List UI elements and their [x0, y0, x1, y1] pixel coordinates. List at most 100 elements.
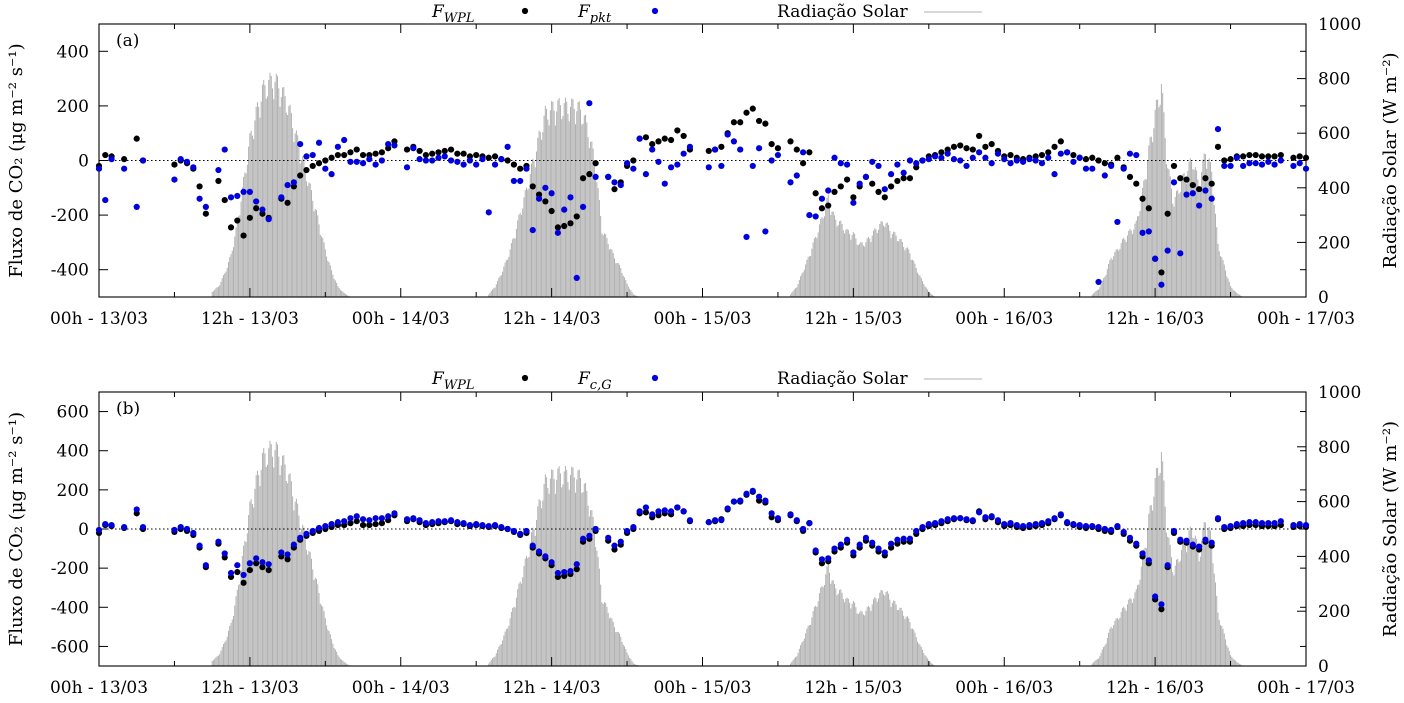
data-point [542, 553, 549, 560]
data-point [749, 162, 756, 170]
data-point [542, 184, 549, 191]
data-point [1089, 154, 1096, 161]
data-point [674, 127, 681, 134]
data-point [196, 195, 203, 202]
data-point [1126, 534, 1134, 541]
data-point [422, 520, 429, 527]
data-point [850, 194, 857, 201]
data-point [102, 151, 109, 159]
data-point [837, 541, 844, 548]
data-point [504, 157, 511, 164]
data-point [1145, 557, 1152, 564]
xtick-label: 00h - 13/03 [50, 309, 148, 329]
data-point [510, 177, 518, 185]
data-point [227, 194, 235, 201]
data-point [711, 517, 719, 524]
data-point [1208, 180, 1215, 187]
data-point [862, 534, 870, 541]
data-point [246, 560, 253, 567]
data-point [900, 169, 907, 176]
data-point [686, 143, 694, 150]
data-point [548, 559, 555, 566]
data-point [875, 545, 882, 552]
data-point [473, 521, 480, 528]
data-point [234, 562, 241, 569]
xtick-label: 12h - 15/03 [804, 309, 902, 329]
data-point [1095, 523, 1102, 531]
data-point [718, 162, 725, 170]
data-point [171, 526, 178, 534]
data-point [422, 151, 429, 159]
data-point [705, 164, 712, 171]
data-point [1296, 153, 1303, 160]
data-point [1221, 162, 1228, 170]
data-point [1026, 521, 1033, 529]
data-point [309, 527, 316, 535]
data-point [762, 497, 769, 504]
data-point [1001, 521, 1008, 528]
data-point [548, 207, 555, 215]
data-point [586, 171, 593, 178]
data-point [1296, 160, 1303, 167]
data-point [1095, 278, 1102, 286]
data-point [429, 150, 436, 157]
series-f-secondary [95, 100, 1310, 288]
data-point [1277, 518, 1284, 525]
data-point [661, 180, 668, 187]
data-point [862, 173, 870, 180]
data-point [982, 514, 989, 521]
data-point [372, 515, 379, 522]
data-point [435, 154, 442, 161]
data-point [139, 523, 147, 531]
data-point [1108, 162, 1115, 170]
data-point [636, 508, 643, 515]
data-point [938, 154, 945, 161]
data-point [567, 194, 574, 201]
data-point [1070, 158, 1077, 165]
data-point [1208, 195, 1215, 202]
data-point [334, 151, 341, 159]
data-point [787, 138, 794, 145]
data-point [1082, 522, 1090, 530]
data-point [510, 161, 518, 168]
xtick-label: 00h - 13/03 [50, 678, 148, 698]
data-point [491, 521, 499, 529]
data-point [240, 232, 247, 239]
data-point [837, 160, 844, 167]
data-point [215, 166, 222, 174]
data-point [479, 156, 486, 163]
data-point [567, 220, 574, 227]
y2-axis-label: Radiação Solar (W m⁻²) [1380, 421, 1401, 637]
data-point [121, 523, 128, 531]
data-point [202, 203, 209, 211]
data-point [435, 518, 442, 525]
data-point [1045, 149, 1052, 156]
data-point [605, 173, 612, 180]
data-point [133, 506, 140, 513]
data-point [460, 520, 467, 527]
data-point [1064, 519, 1071, 526]
data-point [762, 120, 769, 127]
data-point [485, 522, 492, 530]
data-point [661, 135, 668, 142]
y2tick-label: 600 [1318, 493, 1350, 513]
data-point [1126, 150, 1134, 157]
data-point [1139, 550, 1146, 557]
data-point [586, 100, 593, 107]
data-point [1152, 255, 1159, 262]
data-point [1189, 181, 1196, 189]
data-point [869, 539, 876, 546]
data-point [737, 497, 744, 504]
legend-marker [521, 374, 529, 382]
data-point [1202, 536, 1209, 543]
data-point [1013, 157, 1020, 164]
y2tick-label: 1000 [1318, 383, 1361, 403]
data-point [1290, 162, 1297, 170]
data-point [385, 513, 392, 520]
data-point [994, 150, 1002, 157]
data-point [183, 525, 191, 533]
data-point [592, 160, 599, 167]
data-point [680, 150, 687, 157]
data-point [347, 149, 354, 156]
